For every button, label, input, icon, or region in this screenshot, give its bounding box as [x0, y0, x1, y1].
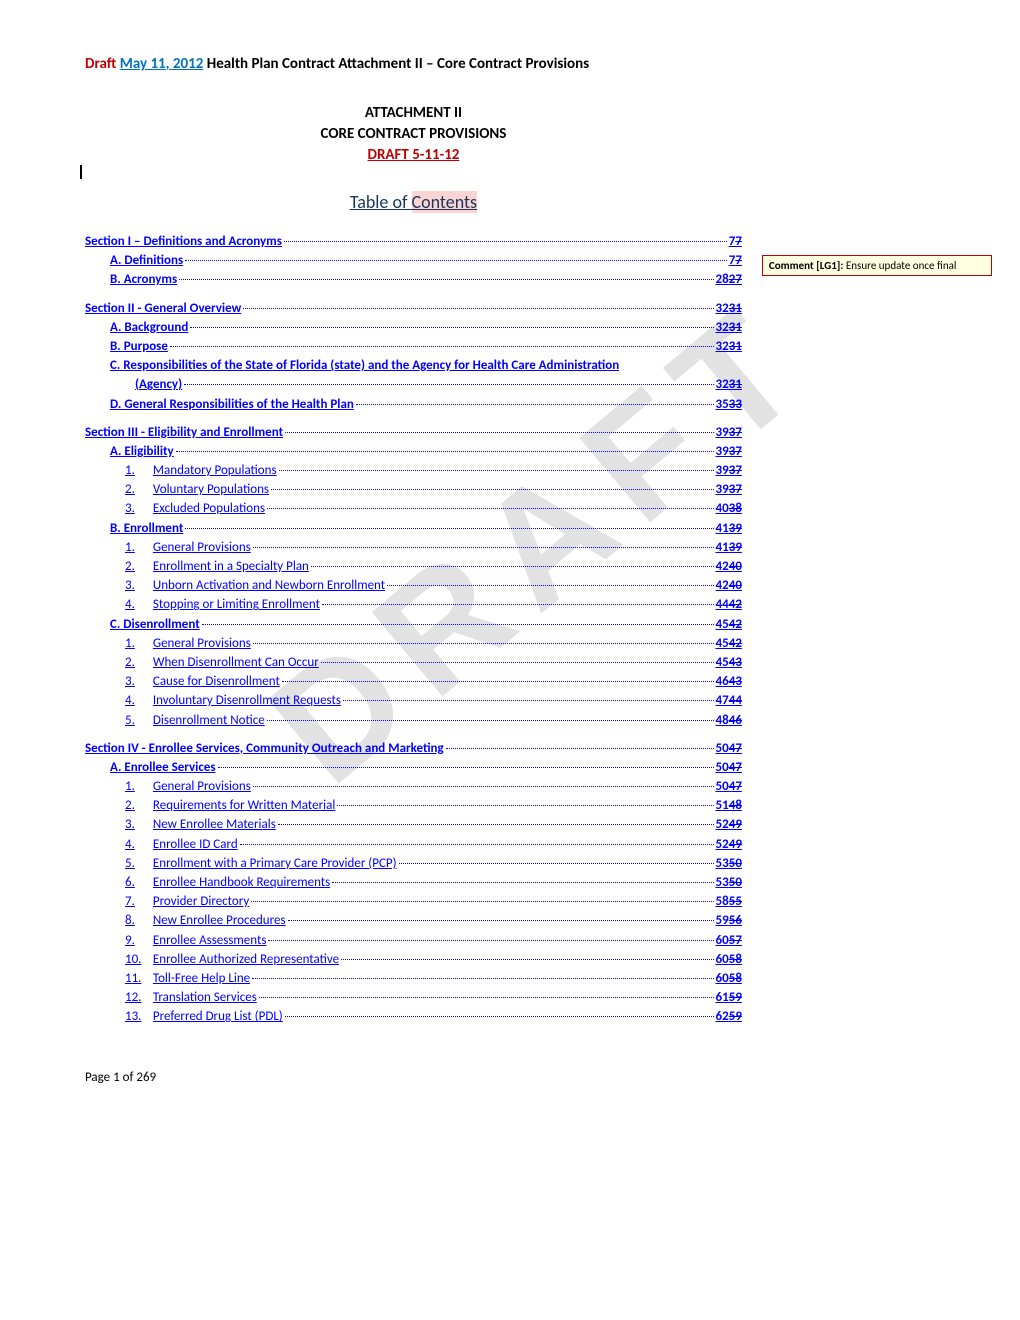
header-date: May 11, 2012 — [120, 55, 204, 73]
toc-entry[interactable]: (Agency)3231 — [85, 376, 742, 394]
toc-entry[interactable]: 1. General Provisions4139 — [85, 539, 742, 557]
title-line2: CORE CONTRACT PROVISIONS — [85, 124, 742, 145]
title-line1: ATTACHMENT II — [85, 103, 742, 124]
header-draft: Draft — [85, 55, 120, 73]
toc-entry[interactable]: 1. General Provisions5047 — [85, 778, 742, 796]
toc-entry[interactable]: 9. Enrollee Assessments6057 — [85, 932, 742, 950]
toc-entry[interactable]: B. Acronyms2827 — [85, 271, 742, 289]
toc-entry[interactable]: 3. Unborn Activation and Newborn Enrollm… — [85, 577, 742, 595]
toc-entry[interactable]: C. Disenrollment4542 — [85, 616, 742, 634]
toc-entry[interactable]: B. Enrollment4139 — [85, 520, 742, 538]
toc-entry[interactable]: 2. Voluntary Populations3937 — [85, 481, 742, 499]
toc-entry[interactable]: C. Responsibilities of the State of Flor… — [85, 357, 742, 375]
header-rest: Health Plan Contract Attachment II – Cor… — [203, 55, 589, 73]
toc-entry[interactable]: Section III - Eligibility and Enrollment… — [85, 424, 742, 442]
comment-column: Comment [LG1]: Ensure update once final — [742, 0, 1020, 1320]
toc-entry[interactable]: 1. General Provisions4542 — [85, 635, 742, 653]
toc-entry[interactable]: 1. Mandatory Populations3937 — [85, 462, 742, 480]
toc-entry[interactable]: 4. Enrollee ID Card5249 — [85, 836, 742, 854]
toc-entry[interactable]: A. Background3231 — [85, 319, 742, 337]
title-block: ATTACHMENT II CORE CONTRACT PROVISIONS D… — [85, 103, 742, 166]
toc-title-prefix: Table of — [350, 191, 412, 213]
toc-entry[interactable]: 5. Disenrollment Notice4846 — [85, 712, 742, 730]
toc-entry[interactable]: Section I – Definitions and Acronyms 77 — [85, 233, 742, 251]
title-line3: DRAFT 5-11-12 — [85, 145, 742, 166]
toc-entry[interactable]: D. General Responsibilities of the Healt… — [85, 396, 742, 414]
toc-entry[interactable]: 2. Requirements for Written Material5148 — [85, 797, 742, 815]
toc-entry[interactable]: 2. Enrollment in a Specialty Plan4240 — [85, 558, 742, 576]
toc-title: Table of Contents — [85, 191, 742, 213]
toc-entry[interactable]: B. Purpose3231 — [85, 338, 742, 356]
document-column: Draft May 11, 2012 Health Plan Contract … — [0, 0, 742, 1320]
comment-label: Comment [LG1]: — [769, 259, 843, 272]
toc-entry[interactable]: 5. Enrollment with a Primary Care Provid… — [85, 855, 742, 873]
comment-box[interactable]: Comment [LG1]: Ensure update once final — [762, 255, 992, 276]
toc-entry[interactable]: 3. Cause for Disenrollment4643 — [85, 673, 742, 691]
toc-entry[interactable]: A. Eligibility3937 — [85, 443, 742, 461]
toc-entry[interactable]: 3. New Enrollee Materials5249 — [85, 816, 742, 834]
toc-entry[interactable]: Section II - General Overview3231 — [85, 300, 742, 318]
toc-entry[interactable]: 10. Enrollee Authorized Representative60… — [85, 951, 742, 969]
toc-entry[interactable]: 7. Provider Directory5855 — [85, 893, 742, 911]
toc-title-highlight: Contents — [412, 191, 478, 213]
toc-entry[interactable]: 13. Preferred Drug List (PDL)6259 — [85, 1008, 742, 1026]
toc-entry[interactable]: 2. When Disenrollment Can Occur4543 — [85, 654, 742, 672]
toc-entry[interactable]: 4. Involuntary Disenrollment Requests474… — [85, 692, 742, 710]
header-line: Draft May 11, 2012 Health Plan Contract … — [85, 55, 742, 73]
toc-entry[interactable]: 11. Toll-Free Help Line6058 — [85, 970, 742, 988]
toc-entry[interactable]: A. Definitions77 — [85, 252, 742, 270]
comment-text: Ensure update once final — [843, 259, 956, 272]
toc-entry[interactable]: A. Enrollee Services5047 — [85, 759, 742, 777]
toc-entry[interactable]: 12. Translation Services6159 — [85, 989, 742, 1007]
page: DRAFT Draft May 11, 2012 Health Plan Con… — [0, 0, 1020, 1320]
toc-entry[interactable]: 3. Excluded Populations4038 — [85, 500, 742, 518]
toc-entry[interactable]: Section IV - Enrollee Services, Communit… — [85, 740, 742, 758]
page-footer: Page 1 of 269 — [85, 1070, 156, 1085]
table-of-contents: Section I – Definitions and Acronyms 77A… — [85, 233, 742, 1027]
toc-entry[interactable]: 8. New Enrollee Procedures5956 — [85, 912, 742, 930]
toc-entry[interactable]: 4. Stopping or Limiting Enrollment4442 — [85, 596, 742, 614]
toc-entry[interactable]: 6. Enrollee Handbook Requirements5350 — [85, 874, 742, 892]
